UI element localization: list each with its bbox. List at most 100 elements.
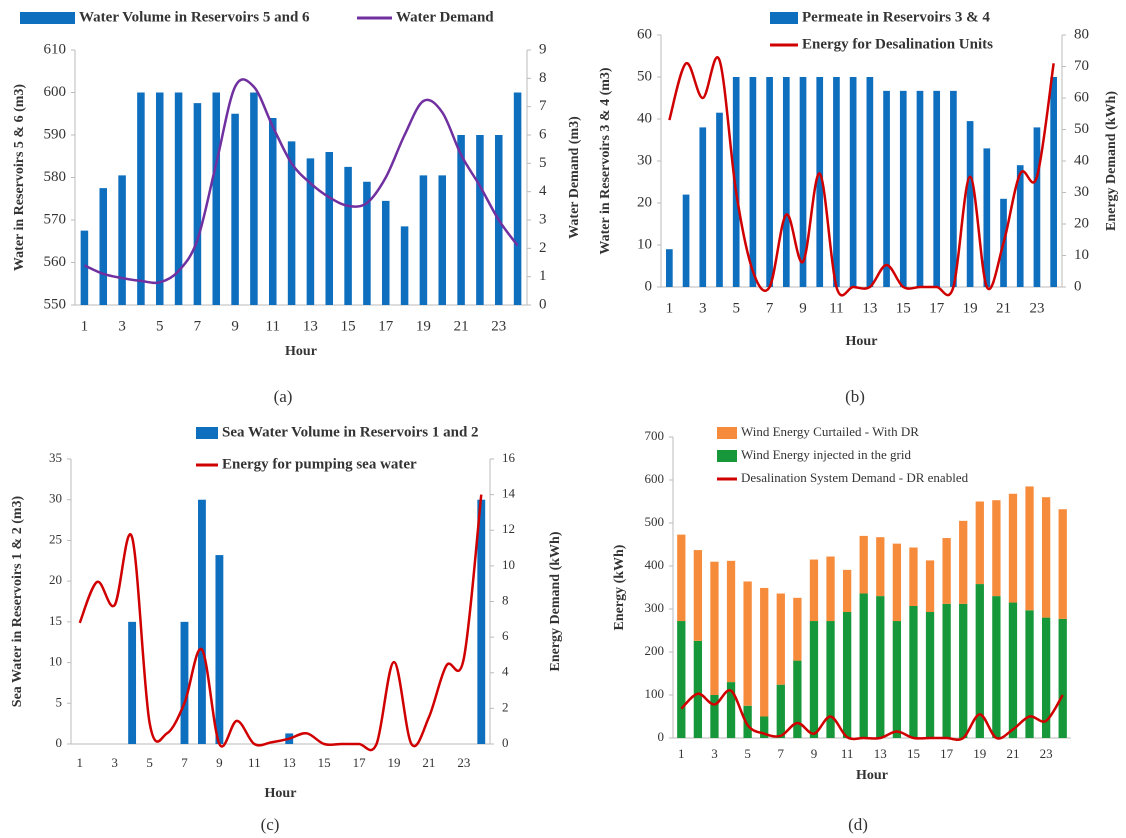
legend-label: Water Demand: [396, 9, 494, 25]
bar: [743, 705, 752, 738]
bar: [457, 135, 465, 305]
x-tick-label: 11: [248, 755, 261, 770]
bar: [992, 596, 1001, 738]
bar: [760, 716, 769, 738]
bar: [677, 534, 686, 622]
bar: [866, 77, 874, 287]
bar: [793, 660, 802, 738]
bar: [118, 175, 126, 305]
bar: [344, 166, 352, 305]
legend-swatch: [196, 427, 218, 439]
y2-tick-label: 5: [539, 155, 547, 171]
bar: [174, 92, 183, 305]
x-tick-label: 23: [1040, 746, 1053, 761]
line: [668, 56, 1055, 297]
x-tick-label: 23: [457, 755, 470, 770]
caption: (b): [845, 387, 865, 406]
x-tick-label: 7: [778, 746, 785, 761]
y-tick-label: 400: [645, 557, 665, 572]
bar: [950, 90, 957, 287]
y2-tick-label: 3: [539, 211, 547, 227]
y-tick-label: 200: [645, 643, 665, 658]
y2-tick-label: 2: [539, 240, 547, 256]
y-tick-label: 5: [56, 694, 63, 709]
x-tick-label: 9: [799, 300, 807, 316]
y2-tick-label: 10: [1074, 247, 1089, 263]
x-axis-title: Hour: [285, 344, 317, 359]
x-axis-title: Hour: [856, 768, 888, 783]
bar: [892, 543, 902, 622]
caption: (a): [274, 387, 293, 406]
y-tick-label: 610: [44, 41, 67, 57]
x-tick-label: 15: [341, 318, 356, 334]
x-tick-label: 3: [711, 746, 718, 761]
x-tick-label: 17: [940, 746, 954, 761]
bar: [1008, 493, 1018, 603]
legend-swatch: [20, 12, 75, 24]
bar: [782, 77, 790, 287]
bar: [677, 621, 686, 738]
bar: [419, 175, 428, 305]
bar: [933, 90, 941, 287]
y-tick-label: 15: [49, 613, 62, 628]
x-tick-label: 23: [491, 318, 506, 334]
bar: [325, 152, 334, 305]
y-tick-label: 0: [658, 729, 665, 744]
bar: [776, 684, 785, 738]
y-tick-label: 0: [645, 278, 653, 294]
bar: [732, 77, 740, 287]
x-tick-label: 1: [76, 755, 83, 770]
y2-axis-title: Water Demand (m3): [567, 116, 582, 239]
x-tick-label: 23: [1029, 300, 1044, 316]
y2-tick-label: 20: [1074, 215, 1089, 231]
x-tick-label: 21: [996, 300, 1011, 316]
x-tick-label: 3: [118, 318, 126, 334]
y-axis-title: Energy (kWh): [612, 544, 627, 630]
bar: [749, 77, 757, 287]
bar: [682, 194, 690, 287]
legend-label: Energy for Desalination Units: [802, 36, 993, 52]
bar: [760, 587, 769, 717]
y2-tick-label: 6: [539, 126, 547, 142]
x-tick-label: 21: [422, 755, 435, 770]
bar: [193, 103, 202, 305]
y2-tick-label: 8: [539, 70, 547, 86]
y2-tick-label: 70: [1074, 58, 1089, 74]
x-tick-label: 1: [666, 300, 674, 316]
y2-axis-title: Energy Demand (kWh): [548, 531, 563, 671]
x-tick-label: 9: [811, 746, 818, 761]
bar: [876, 596, 885, 738]
bar: [1041, 497, 1051, 618]
y-tick-label: 20: [637, 194, 652, 210]
bar: [983, 148, 991, 287]
x-tick-label: 19: [416, 318, 431, 334]
x-tick-label: 21: [454, 318, 469, 334]
y2-tick-label: 0: [1074, 278, 1082, 294]
bar: [899, 90, 907, 287]
y-tick-label: 300: [645, 600, 665, 615]
y-tick-label: 30: [49, 491, 62, 506]
y-tick-label: 35: [49, 450, 62, 465]
x-tick-label: 19: [387, 755, 400, 770]
y-tick-label: 580: [44, 169, 67, 185]
y-tick-label: 560: [44, 254, 67, 270]
caption: (c): [261, 815, 280, 834]
bar: [826, 621, 835, 738]
bar: [128, 621, 137, 744]
x-tick-label: 17: [929, 300, 945, 316]
bar: [1058, 509, 1067, 619]
y-tick-label: 10: [49, 654, 62, 669]
y-tick-label: 60: [637, 26, 652, 42]
bar: [513, 92, 522, 305]
x-tick-label: 17: [353, 755, 367, 770]
bar: [438, 175, 447, 305]
bar: [137, 92, 145, 305]
bar: [726, 560, 736, 683]
bar: [809, 621, 819, 738]
bar: [793, 597, 802, 661]
y-tick-label: 600: [645, 471, 665, 486]
legend-label: Sea Water Volume in Reservoirs 1 and 2: [222, 424, 479, 440]
bar: [710, 561, 719, 695]
bar: [909, 547, 918, 606]
y2-tick-label: 8: [502, 592, 509, 607]
